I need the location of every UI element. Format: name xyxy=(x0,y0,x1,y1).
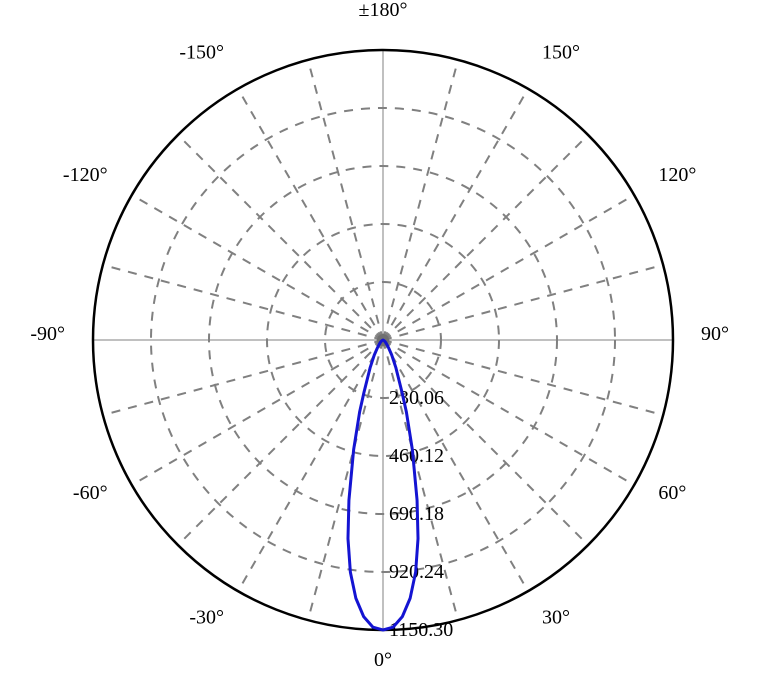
angle-label: 30° xyxy=(542,606,570,628)
polar-chart: 230.06460.12690.18920.241150.300°30°60°9… xyxy=(0,0,766,700)
radial-value-label: 460.12 xyxy=(389,445,444,467)
angle-label: -120° xyxy=(63,164,108,186)
angle-label: ±180° xyxy=(359,0,408,21)
angle-label: -90° xyxy=(30,323,65,345)
angle-label: 90° xyxy=(701,323,729,345)
angle-label: 150° xyxy=(542,42,580,64)
angle-label: -30° xyxy=(189,606,224,628)
radial-value-label: 230.06 xyxy=(389,387,444,409)
angle-label: 120° xyxy=(658,164,696,186)
angle-label: 0° xyxy=(374,649,392,671)
angle-label: 60° xyxy=(658,482,686,504)
angle-label: -150° xyxy=(179,42,224,64)
angle-label: -60° xyxy=(73,482,108,504)
